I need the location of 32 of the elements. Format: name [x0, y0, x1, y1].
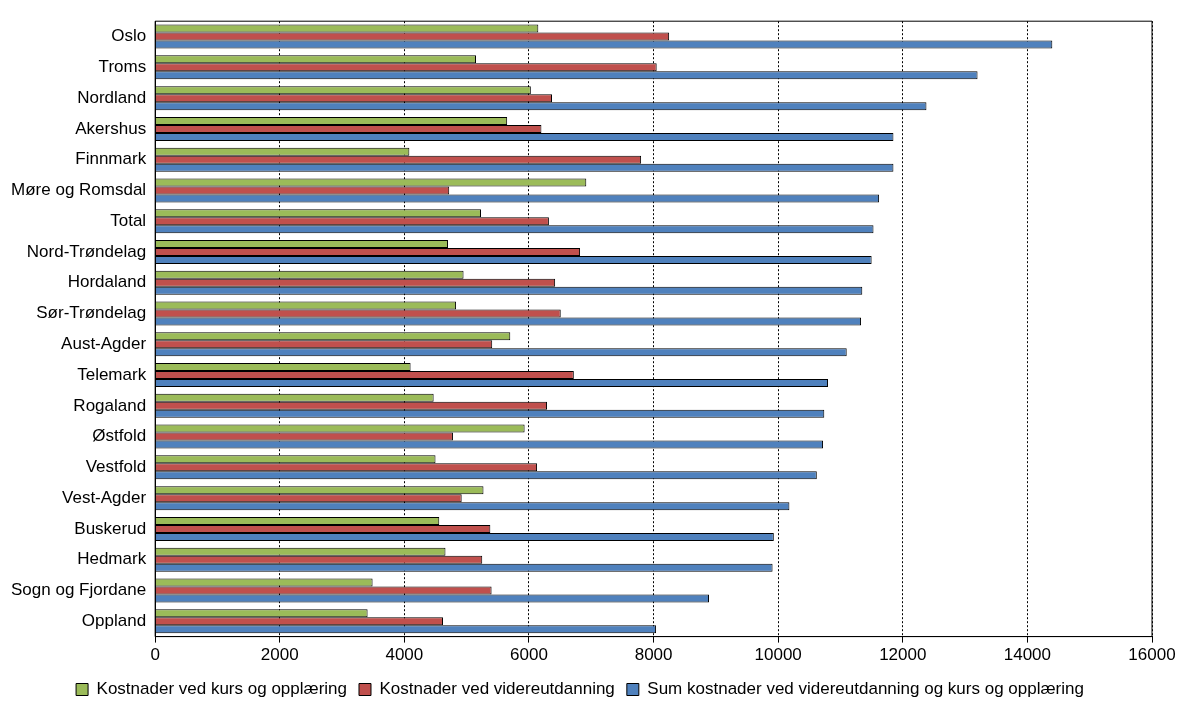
x-tick-label: 6000 — [510, 645, 548, 665]
x-tick-label: 10000 — [754, 645, 802, 665]
y-tick-label: Total — [110, 210, 147, 230]
y-tick-label: Finnmark — [75, 149, 147, 169]
x-tick-label: 16000 — [1128, 645, 1176, 665]
y-tick-label: Østfold — [92, 426, 147, 446]
legend-label: Kostnader ved videreutdanning — [379, 679, 615, 699]
x-tick-label: 2000 — [260, 645, 299, 665]
y-tick-label: Telemark — [77, 364, 147, 384]
x-tick-label: 14000 — [1003, 645, 1052, 665]
y-tick-label: Troms — [98, 57, 147, 77]
x-tick-label: 8000 — [634, 645, 673, 665]
y-tick-label: Nordland — [77, 87, 147, 107]
y-tick-label: Nord-Trøndelag — [26, 241, 147, 261]
y-tick-label: Rogaland — [73, 395, 147, 415]
y-tick-label: Møre og Romsdal — [11, 180, 147, 200]
legend-label: Kostnader ved kurs og opplæring — [96, 679, 347, 699]
y-tick-label: Hordaland — [67, 272, 147, 292]
x-tick-label: 0 — [150, 645, 160, 665]
y-tick-label: Vest-Agder — [62, 487, 147, 507]
y-tick-label: Sogn og Fjordane — [11, 580, 147, 600]
y-tick-label: Akershus — [75, 118, 147, 138]
y-tick-label: Hedmark — [77, 549, 147, 569]
y-tick-label: Sør-Trøndelag — [36, 303, 147, 323]
y-tick-label: Vestfold — [85, 457, 147, 477]
y-tick-label: Buskerud — [74, 518, 147, 538]
y-tick-label: Oppland — [81, 610, 147, 630]
y-tick-label: Oslo — [111, 26, 147, 46]
x-tick-label: 4000 — [385, 645, 424, 665]
x-tick-label: 12000 — [879, 645, 927, 665]
y-tick-label: Aust-Agder — [61, 333, 147, 353]
legend-label: Sum kostnader ved videreutdanning og kurs og opplæring — [647, 679, 1084, 699]
